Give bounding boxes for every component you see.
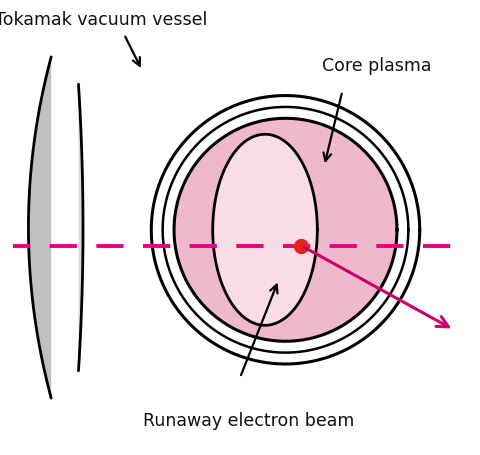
Polygon shape <box>174 118 397 341</box>
Text: Tokamak vacuum vessel: Tokamak vacuum vessel <box>0 11 207 30</box>
Text: Core plasma: Core plasma <box>322 57 431 75</box>
Text: Runaway electron beam: Runaway electron beam <box>144 412 355 430</box>
Polygon shape <box>213 134 317 325</box>
Polygon shape <box>167 111 404 348</box>
